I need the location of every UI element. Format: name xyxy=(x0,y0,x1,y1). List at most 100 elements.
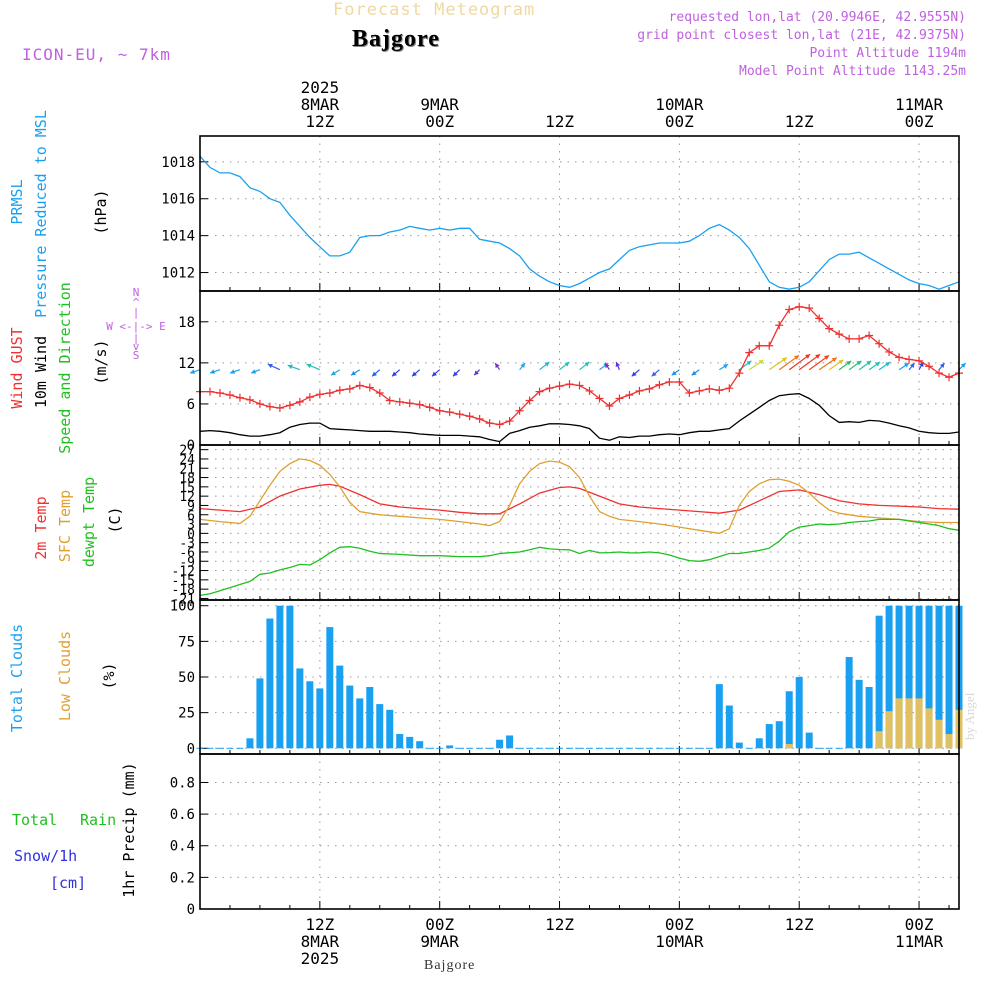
y-tick-label: -3 xyxy=(179,537,195,552)
gust-marker xyxy=(605,401,614,410)
compass-down: v xyxy=(133,340,140,353)
cloud-bar xyxy=(326,627,334,749)
top-time-label: 00Z xyxy=(425,112,454,131)
cloud-bar xyxy=(286,605,294,749)
panel-5: 0 0.2 0.4 0.6 0.8 xyxy=(170,753,960,918)
gust-marker xyxy=(455,410,464,419)
cloud-bar xyxy=(945,605,953,749)
label-total-clouds: Total Clouds xyxy=(8,624,26,732)
gust-marker xyxy=(335,386,344,395)
wind-arrowhead xyxy=(824,355,829,360)
label-celsius: (C) xyxy=(106,506,124,533)
model-altitude: Model Point Altitude 1143.25m xyxy=(739,64,966,79)
y-tick-label: 15 xyxy=(179,481,195,496)
y-tick-label: 25 xyxy=(178,706,195,722)
gust-marker xyxy=(315,390,324,399)
cloud-bar xyxy=(366,686,374,749)
panel-1: 1012 1014 1016 1018 xyxy=(161,135,960,292)
series-line xyxy=(199,393,960,443)
series-line xyxy=(199,458,959,535)
wind-arrowhead xyxy=(838,359,844,365)
wind-arrowhead xyxy=(372,371,377,377)
y-tick-label: -18 xyxy=(172,583,195,598)
label-percent: (%) xyxy=(100,662,118,689)
panel-4: 0 25 50 75 100 xyxy=(170,599,963,757)
cloud-bar xyxy=(915,698,923,749)
cloud-bar xyxy=(935,605,943,749)
y-tick-label: -15 xyxy=(172,574,195,589)
compass-bar-bottom: | xyxy=(133,332,140,345)
legend-cm: [cm] xyxy=(50,874,86,892)
top-time-label: 8MAR xyxy=(301,95,340,114)
gust-marker xyxy=(625,391,634,400)
cloud-bar xyxy=(306,681,314,749)
legend-snow: Snow/1h xyxy=(14,847,77,865)
cloud-bar xyxy=(895,698,903,749)
model-label: ICON-EU, ~ 7km xyxy=(22,45,171,64)
gust-marker xyxy=(415,400,424,409)
gust-marker xyxy=(645,384,654,393)
y-tick-label: 0.2 xyxy=(170,870,195,886)
cloud-bar xyxy=(396,734,404,749)
gust-marker xyxy=(445,408,454,417)
wind-arrowhead xyxy=(846,360,852,366)
gust-marker xyxy=(925,362,934,371)
gust-marker xyxy=(595,394,604,403)
gust-marker xyxy=(615,394,624,403)
top-time-label: 2025 xyxy=(301,78,340,97)
cloud-bar xyxy=(795,677,803,749)
label-ms: (m/s) xyxy=(92,339,110,384)
cloud-bar xyxy=(246,738,254,749)
gust-marker xyxy=(295,397,304,406)
wind-arrowhead xyxy=(605,363,610,369)
wind-arrowhead xyxy=(746,360,752,366)
compass-n: N xyxy=(133,286,140,299)
gust-marker xyxy=(815,314,824,323)
cloud-bar xyxy=(875,731,883,749)
gust-marker xyxy=(935,369,944,378)
label-hpa: (hPa) xyxy=(92,189,110,234)
cloud-bar xyxy=(885,711,893,749)
wind-arrowhead xyxy=(815,354,821,359)
y-tick-label: 21 xyxy=(179,462,195,477)
cloud-bar xyxy=(775,721,783,749)
cloud-bar xyxy=(905,698,913,749)
y-tick-label: 0 xyxy=(187,527,195,542)
compass-we: W <-|-> E xyxy=(106,320,166,333)
wind-arrowhead xyxy=(723,364,729,369)
y-tick-label: -12 xyxy=(172,565,195,580)
wind-arrowhead xyxy=(875,362,881,367)
gust-marker xyxy=(465,412,474,421)
wind-arrowhead xyxy=(412,371,417,377)
wind-arrowhead xyxy=(939,363,945,369)
gust-marker xyxy=(385,396,394,405)
y-tick-label: 0 xyxy=(187,438,195,454)
gust-marker xyxy=(475,414,484,423)
cloud-bar xyxy=(935,719,943,749)
gust-marker xyxy=(555,382,564,391)
wind-arrowhead xyxy=(781,357,787,363)
gust-marker xyxy=(565,380,574,389)
wind-arrowhead xyxy=(210,369,215,374)
wind-arrowhead xyxy=(453,371,458,377)
gust-marker xyxy=(515,406,524,415)
bottom-time-label: 11MAR xyxy=(895,932,944,951)
cloud-bar xyxy=(316,688,324,749)
wind-arrowhead xyxy=(267,363,273,369)
wind-arrowhead xyxy=(866,360,872,366)
footer-location: Bajgore xyxy=(424,958,476,973)
y-tick-label: 0.8 xyxy=(170,775,195,791)
cloud-bar xyxy=(735,742,743,749)
gust-marker xyxy=(245,395,254,404)
gust-marker xyxy=(545,384,554,393)
wind-arrowhead xyxy=(805,354,811,359)
gust-marker xyxy=(325,388,334,397)
bottom-time-label: 8MAR xyxy=(301,932,340,951)
gust-marker xyxy=(795,302,804,311)
cloud-bar xyxy=(496,739,504,749)
cloud-bar xyxy=(446,745,454,749)
wind-arrowhead xyxy=(230,369,235,374)
gust-marker xyxy=(265,402,274,411)
y-tick-label: 12 xyxy=(179,490,195,505)
